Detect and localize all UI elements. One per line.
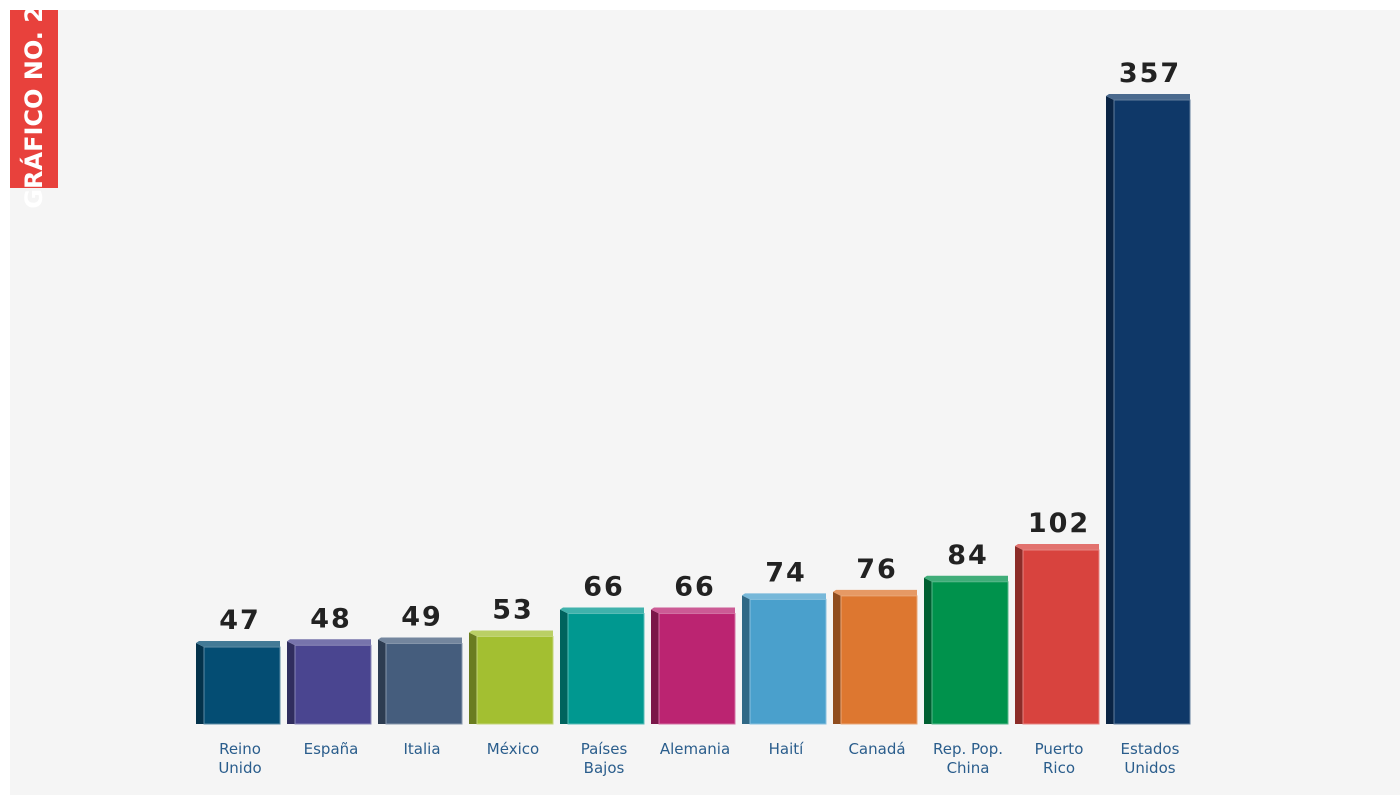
bar-front <box>749 598 827 725</box>
value-label: 49 <box>401 602 443 633</box>
bar-top <box>560 607 644 614</box>
category-label: Canadá <box>848 740 905 758</box>
bar-top <box>1015 544 1099 550</box>
bar-front <box>476 635 554 725</box>
bar-8 <box>924 575 1009 725</box>
bar-front <box>931 581 1009 725</box>
bar-top <box>469 630 553 637</box>
bar-front <box>203 646 281 725</box>
bar-top <box>1106 94 1190 100</box>
category-label: Unido <box>218 759 261 777</box>
value-label: 48 <box>310 603 352 634</box>
bar-side <box>833 591 841 724</box>
bar-1 <box>287 639 372 725</box>
bar-10 <box>1106 94 1191 725</box>
bar-5 <box>651 607 736 725</box>
bar-7 <box>833 589 918 725</box>
value-label: 102 <box>1028 508 1090 539</box>
bar-side <box>287 641 295 724</box>
value-label: 74 <box>765 557 807 588</box>
category-label: España <box>304 740 359 758</box>
value-label: 66 <box>583 572 625 603</box>
category-label: Alemania <box>660 740 730 758</box>
category-label: Italia <box>403 740 440 758</box>
bar-front <box>385 643 463 725</box>
value-label: 76 <box>856 554 898 585</box>
bar-top <box>378 637 462 644</box>
bar-0 <box>196 641 281 725</box>
bar-top <box>196 641 280 648</box>
bar-top <box>924 575 1008 582</box>
bar-side <box>1106 96 1114 724</box>
bar-top <box>651 607 735 614</box>
bar-side <box>196 643 204 724</box>
bar-side <box>1015 546 1023 724</box>
category-label: Bajos <box>584 759 625 777</box>
bar-front <box>567 613 645 725</box>
bar-top <box>742 593 826 600</box>
bar-side <box>651 609 659 724</box>
category-label: Unidos <box>1124 759 1175 777</box>
bar-side <box>378 639 386 724</box>
bar-6 <box>742 593 827 725</box>
category-label: Haití <box>769 740 805 758</box>
value-label: 84 <box>947 540 989 571</box>
value-label: 357 <box>1119 58 1181 89</box>
category-label: Rico <box>1043 759 1075 777</box>
bar-side <box>560 609 568 724</box>
bar-front <box>1113 99 1191 725</box>
bar-front <box>1022 549 1100 725</box>
value-label: 66 <box>674 572 716 603</box>
bar-front <box>658 613 736 725</box>
bar-front <box>840 595 918 725</box>
category-label: China <box>947 759 990 777</box>
bar-side <box>469 632 477 724</box>
bar-top <box>833 589 917 596</box>
bar-2 <box>378 637 463 725</box>
value-label: 53 <box>492 594 534 625</box>
category-label: Rep. Pop. <box>933 740 1003 758</box>
category-label: Puerto <box>1035 740 1084 758</box>
bar-front <box>294 644 372 725</box>
bar-side <box>924 577 932 724</box>
category-label: México <box>487 740 539 758</box>
bar-side <box>742 595 750 724</box>
category-label: Estados <box>1121 740 1180 758</box>
bar-9 <box>1015 544 1100 725</box>
category-label: Países <box>581 740 628 758</box>
bar-top <box>287 639 371 646</box>
value-label: 47 <box>219 605 261 636</box>
bar-4 <box>560 607 645 725</box>
category-label: Reino <box>219 740 261 758</box>
chart-number-badge: GRÁFICO NO. 23 <box>10 0 58 209</box>
bar-3 <box>469 630 554 725</box>
